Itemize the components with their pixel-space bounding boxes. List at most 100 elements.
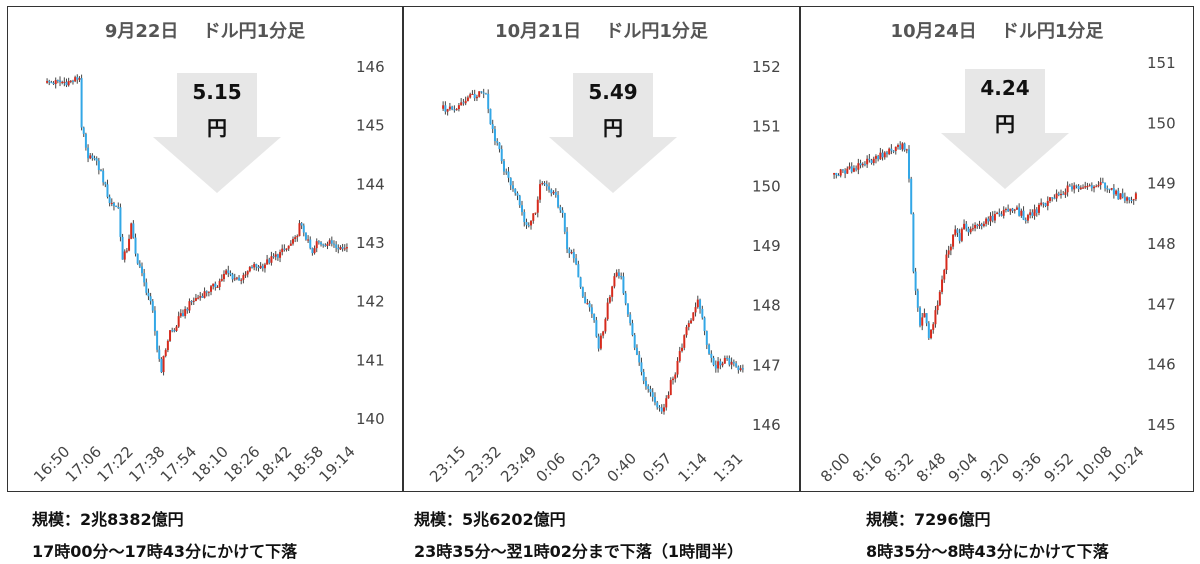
candle-body (866, 158, 869, 165)
y-tick-label: 144 (356, 175, 385, 193)
candle-body (335, 244, 338, 248)
candle-body (52, 82, 55, 85)
candle-body (102, 170, 105, 183)
candle-body (246, 271, 249, 275)
candle-body (934, 310, 937, 325)
candle-body (457, 105, 460, 110)
candle-body (1044, 203, 1047, 206)
candle-body (656, 402, 659, 408)
candle-body (115, 205, 118, 208)
candle-body (732, 361, 735, 364)
candle-body (967, 228, 970, 233)
candle-body (341, 247, 344, 249)
candle-body (197, 297, 200, 299)
caption-size-1: 規模：2兆8382億円 (32, 510, 184, 529)
candle-body (631, 323, 634, 335)
candle-body (330, 240, 333, 244)
candle-body (694, 307, 697, 313)
candle-body (1130, 200, 1133, 202)
candle-body (899, 145, 902, 150)
candle-body (833, 172, 836, 175)
candle-body (162, 355, 165, 373)
candle-body (487, 93, 490, 109)
candle-body (726, 357, 729, 359)
x-tick-label: 0:23 (568, 449, 605, 486)
caption-size-3: 規模：7296億円 (866, 510, 991, 529)
candle-body (676, 360, 679, 375)
candle-body (602, 331, 605, 336)
caption-period-3: 8時35分～8時43分にかけて下落 (866, 542, 1109, 561)
y-tick-label: 145 (356, 117, 385, 135)
candlestick-series (46, 74, 348, 376)
candle-body (653, 396, 656, 403)
y-tick-label: 152 (752, 58, 781, 76)
candle-body (451, 106, 454, 110)
candle-body (320, 242, 323, 245)
candle-body (536, 199, 539, 213)
candle-body (665, 398, 668, 408)
candle-body (296, 236, 299, 238)
candle-body (78, 78, 81, 80)
x-tick-label: 1:14 (674, 449, 711, 486)
y-tick-label: 147 (1147, 295, 1176, 313)
candle-body (947, 250, 950, 255)
candle-body (728, 358, 731, 365)
candle-body (132, 223, 135, 238)
candlestick-series (833, 141, 1137, 340)
candle-body (925, 313, 928, 324)
candle-body (991, 215, 994, 221)
candle-body (270, 256, 273, 263)
candle-body (640, 362, 643, 372)
candle-body (952, 234, 955, 247)
candle-body (572, 252, 575, 259)
candle-body (908, 149, 910, 179)
candle-body (332, 243, 335, 245)
candle-body (119, 207, 122, 237)
candle-body (712, 357, 715, 365)
candle-body (283, 248, 286, 250)
candle-body (1018, 207, 1021, 216)
candle-body (272, 256, 275, 258)
candle-body (839, 169, 842, 176)
candle-body (448, 106, 451, 110)
candle-body (1040, 202, 1043, 205)
candle-body (530, 220, 533, 226)
candle-body (67, 81, 70, 86)
candle-body (201, 296, 204, 298)
candle-body (1031, 212, 1034, 216)
candle-body (872, 158, 875, 164)
candle-body (570, 252, 573, 254)
candle-body (717, 361, 720, 369)
candle-body (117, 207, 120, 209)
candle-body (315, 241, 318, 249)
candle-body (473, 93, 476, 99)
candle-body (285, 248, 288, 250)
candle-body (56, 80, 59, 82)
candle-body (145, 282, 148, 293)
candle-body (82, 127, 85, 134)
candle-body (104, 182, 107, 185)
candle-body (158, 349, 161, 359)
candle-body (164, 350, 167, 356)
candle-body (1048, 197, 1051, 201)
candle-body (888, 148, 891, 155)
candle-body (63, 81, 66, 83)
drop-unit-label: 円 (995, 112, 1015, 136)
candle-body (844, 170, 847, 174)
candle-body (998, 212, 1001, 215)
candle-body (993, 214, 996, 221)
candle-body (1015, 207, 1018, 210)
candle-body (471, 93, 474, 95)
candle-body (89, 155, 92, 159)
candle-body (837, 175, 840, 177)
x-tick-label: 9:52 (1041, 449, 1078, 486)
candle-body (974, 224, 977, 229)
candle-body (337, 247, 340, 250)
candle-body (480, 91, 483, 93)
candle-body (1062, 194, 1065, 196)
candle-body (166, 340, 169, 351)
candle-body (575, 258, 578, 265)
candle-body (735, 363, 738, 367)
candle-body (311, 248, 314, 254)
candle-body (274, 254, 277, 257)
